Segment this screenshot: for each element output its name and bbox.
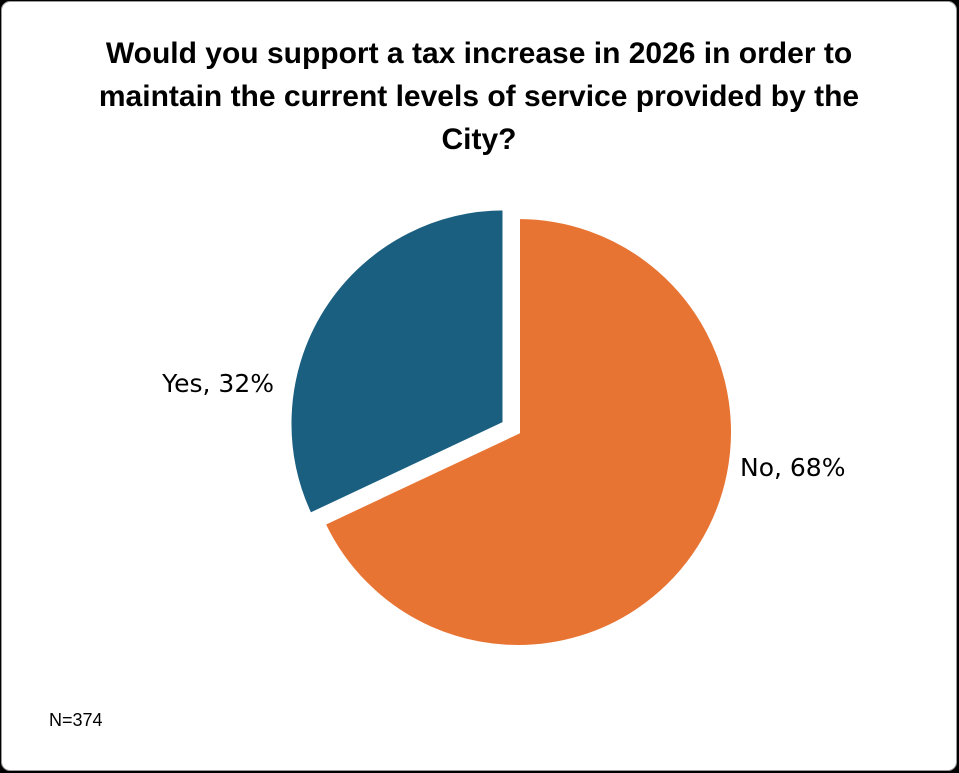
chart-title: Would you support a tax increase in 2026… (98, 37, 860, 156)
slice-label-no: No, 68% (740, 453, 845, 482)
pie-slice-no (320, 214, 735, 649)
pie-slice-yes (287, 206, 507, 518)
sample-size-note: N=374 (49, 710, 103, 730)
slice-label-yes: Yes, 32% (161, 369, 274, 398)
